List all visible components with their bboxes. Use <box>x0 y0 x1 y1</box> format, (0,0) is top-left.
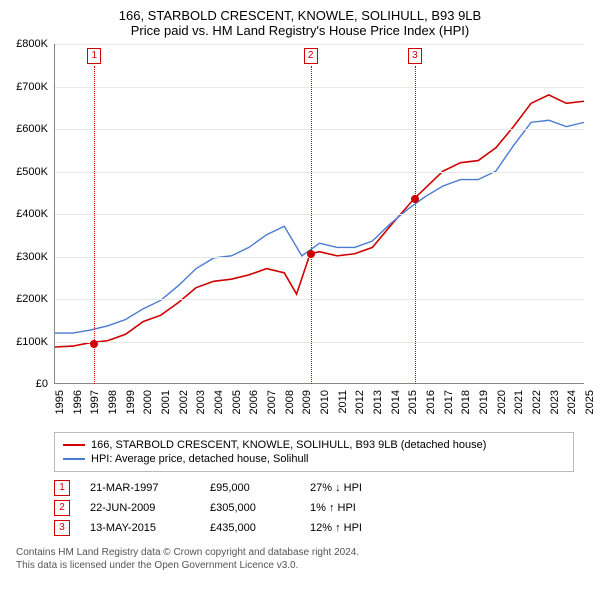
sale-marker-number: 3 <box>408 48 422 64</box>
sale-price: £95,000 <box>210 482 290 494</box>
sales-table: 1 21-MAR-1997 £95,000 27% ↓ HPI 2 22-JUN-2009… <box>54 480 574 536</box>
x-tick-label: 1995 <box>54 390 66 414</box>
legend-swatch <box>63 444 85 446</box>
x-tick-label: 2014 <box>390 390 402 414</box>
x-tick-label: 2008 <box>284 390 296 414</box>
sale-marker-dot <box>90 340 98 348</box>
x-tick-label: 2003 <box>195 390 207 414</box>
y-axis: £0£100K£200K£300K£400K£500K£600K£700K£80… <box>8 44 52 384</box>
x-tick-label: 2009 <box>301 390 313 414</box>
sale-marker-line <box>415 66 416 384</box>
footnote-line2: This data is licensed under the Open Gov… <box>16 559 592 572</box>
x-tick-label: 2013 <box>372 390 384 414</box>
y-tick-label: £700K <box>16 81 48 93</box>
x-tick-label: 1996 <box>72 390 84 414</box>
sale-marker-number: 2 <box>304 48 318 64</box>
y-tick-label: £300K <box>16 251 48 263</box>
x-tick-label: 2005 <box>231 390 243 414</box>
sale-date: 21-MAR-1997 <box>90 482 190 494</box>
x-tick-label: 2007 <box>266 390 278 414</box>
legend-item: 166, STARBOLD CRESCENT, KNOWLE, SOLIHULL… <box>63 439 565 451</box>
sale-diff: 12% ↑ HPI <box>310 522 400 534</box>
y-tick-label: £800K <box>16 38 48 50</box>
gridline <box>55 342 584 343</box>
sale-price: £435,000 <box>210 522 290 534</box>
sale-number: 1 <box>54 480 70 496</box>
x-tick-label: 2002 <box>178 390 190 414</box>
y-tick-label: £400K <box>16 208 48 220</box>
y-tick-label: £200K <box>16 293 48 305</box>
series-hpi <box>55 120 584 333</box>
sale-marker-line <box>311 66 312 384</box>
x-tick-label: 2016 <box>425 390 437 414</box>
x-tick-label: 2019 <box>478 390 490 414</box>
y-tick-label: £100K <box>16 336 48 348</box>
sale-marker-number: 1 <box>87 48 101 64</box>
sale-row: 2 22-JUN-2009 £305,000 1% ↑ HPI <box>54 500 574 516</box>
sale-diff: 1% ↑ HPI <box>310 502 400 514</box>
gridline <box>55 129 584 130</box>
x-tick-label: 2021 <box>513 390 525 414</box>
legend: 166, STARBOLD CRESCENT, KNOWLE, SOLIHULL… <box>54 432 574 472</box>
x-axis: 1995 1996 1997 1998 1999 2000 2001 2002 2003 2004… <box>54 386 584 424</box>
y-tick-label: £600K <box>16 123 48 135</box>
legend-label: 166, STARBOLD CRESCENT, KNOWLE, SOLIHULL… <box>91 439 486 451</box>
x-tick-label: 2001 <box>160 390 172 414</box>
legend-swatch <box>63 458 85 460</box>
gridline <box>55 87 584 88</box>
x-tick-label: 2015 <box>407 390 419 414</box>
footnote: Contains HM Land Registry data © Crown c… <box>16 546 592 572</box>
y-tick-label: £500K <box>16 166 48 178</box>
gridline <box>55 44 584 45</box>
x-tick-label: 1997 <box>89 390 101 414</box>
sale-price: £305,000 <box>210 502 290 514</box>
sale-number: 2 <box>54 500 70 516</box>
sale-date: 22-JUN-2009 <box>90 502 190 514</box>
legend-item: HPI: Average price, detached house, Soli… <box>63 453 565 465</box>
x-tick-label: 2024 <box>566 390 578 414</box>
sale-date: 13-MAY-2015 <box>90 522 190 534</box>
gridline <box>55 214 584 215</box>
gridline <box>55 299 584 300</box>
x-tick-label: 2012 <box>354 390 366 414</box>
sale-row: 3 13-MAY-2015 £435,000 12% ↑ HPI <box>54 520 574 536</box>
x-tick-label: 2022 <box>531 390 543 414</box>
gridline <box>55 172 584 173</box>
x-tick-label: 2000 <box>142 390 154 414</box>
title-subtitle: Price paid vs. HM Land Registry's House … <box>8 23 592 38</box>
footnote-line1: Contains HM Land Registry data © Crown c… <box>16 546 592 559</box>
x-tick-label: 2004 <box>213 390 225 414</box>
x-tick-label: 2010 <box>319 390 331 414</box>
gridline <box>55 257 584 258</box>
x-tick-label: 1998 <box>107 390 119 414</box>
sale-marker-dot <box>307 250 315 258</box>
sale-diff: 27% ↓ HPI <box>310 482 400 494</box>
series-property <box>55 95 584 347</box>
plot-area: 1 2 3 <box>54 44 584 384</box>
chart-title: 166, STARBOLD CRESCENT, KNOWLE, SOLIHULL… <box>8 8 592 38</box>
x-tick-label: 2025 <box>584 390 596 414</box>
title-address: 166, STARBOLD CRESCENT, KNOWLE, SOLIHULL… <box>8 8 592 23</box>
chart: £0£100K£200K£300K£400K£500K£600K£700K£80… <box>8 44 592 424</box>
x-tick-label: 2011 <box>337 390 349 414</box>
x-tick-label: 2023 <box>549 390 561 414</box>
x-tick-label: 2020 <box>496 390 508 414</box>
sale-marker-dot <box>411 195 419 203</box>
x-tick-label: 1999 <box>125 390 137 414</box>
sale-marker-line <box>94 66 95 384</box>
legend-label: HPI: Average price, detached house, Soli… <box>91 453 309 465</box>
sale-number: 3 <box>54 520 70 536</box>
x-tick-label: 2017 <box>443 390 455 414</box>
x-tick-label: 2006 <box>248 390 260 414</box>
y-tick-label: £0 <box>36 378 48 390</box>
sale-row: 1 21-MAR-1997 £95,000 27% ↓ HPI <box>54 480 574 496</box>
x-tick-label: 2018 <box>460 390 472 414</box>
